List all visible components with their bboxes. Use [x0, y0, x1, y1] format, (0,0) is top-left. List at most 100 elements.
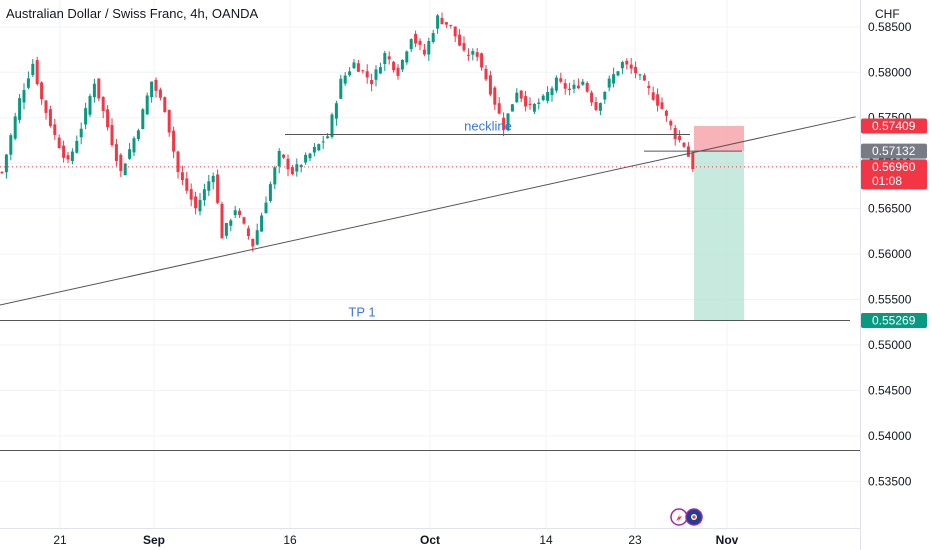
candle-body[interactable]	[264, 202, 268, 214]
candle-body[interactable]	[185, 178, 189, 191]
candle-body[interactable]	[365, 71, 369, 78]
candle-body[interactable]	[405, 51, 409, 63]
candle-body[interactable]	[576, 85, 580, 89]
candle-body[interactable]	[339, 78, 343, 99]
candle-body[interactable]	[114, 144, 118, 162]
candle-body[interactable]	[158, 89, 162, 98]
candle-body[interactable]	[106, 109, 110, 128]
candle-body[interactable]	[458, 34, 462, 46]
candle-body[interactable]	[647, 85, 651, 89]
candle-body[interactable]	[568, 88, 572, 90]
candle-body[interactable]	[75, 140, 79, 153]
ascending-trendline[interactable]	[0, 116, 856, 306]
candle-body[interactable]	[286, 158, 290, 170]
candle-body[interactable]	[563, 83, 567, 89]
candle-body[interactable]	[48, 109, 52, 126]
candle-body[interactable]	[488, 75, 492, 95]
candle-body[interactable]	[180, 172, 184, 181]
candle-body[interactable]	[634, 66, 638, 74]
candle-body[interactable]	[13, 116, 17, 139]
candle-body[interactable]	[44, 100, 48, 113]
candle-body[interactable]	[282, 154, 286, 158]
candle-body[interactable]	[603, 91, 607, 100]
candle-body[interactable]	[590, 92, 594, 103]
candle-body[interactable]	[189, 189, 193, 200]
candle-body[interactable]	[136, 130, 140, 140]
candle-body[interactable]	[163, 97, 167, 113]
candle-body[interactable]	[92, 83, 96, 98]
candle-body[interactable]	[612, 74, 616, 84]
candle-body[interactable]	[26, 78, 30, 88]
candle-body[interactable]	[110, 124, 114, 146]
candle-body[interactable]	[348, 71, 352, 76]
candle-body[interactable]	[541, 95, 545, 101]
candle-body[interactable]	[198, 200, 202, 212]
candle-body[interactable]	[585, 82, 589, 92]
candle-body[interactable]	[387, 56, 391, 60]
candle-body[interactable]	[119, 154, 123, 171]
candle-body[interactable]	[660, 102, 664, 109]
candle-body[interactable]	[290, 167, 294, 175]
candle-body[interactable]	[220, 203, 224, 239]
candle-body[interactable]	[128, 149, 132, 159]
candle-body[interactable]	[669, 120, 673, 126]
candle-body[interactable]	[431, 33, 435, 42]
candle-body[interactable]	[304, 154, 308, 163]
candle-body[interactable]	[176, 151, 180, 173]
candle-body[interactable]	[427, 41, 431, 55]
candle-body[interactable]	[35, 60, 39, 85]
candle-body[interactable]	[97, 78, 101, 99]
candle-body[interactable]	[620, 62, 624, 69]
candle-body[interactable]	[396, 67, 400, 76]
candle-body[interactable]	[502, 117, 506, 130]
candle-body[interactable]	[607, 78, 611, 88]
candle-body[interactable]	[123, 163, 127, 176]
candle-body[interactable]	[506, 113, 510, 130]
candle-body[interactable]	[546, 92, 550, 101]
candle-body[interactable]	[66, 155, 70, 160]
candle-body[interactable]	[598, 103, 602, 111]
australia-flag-icon[interactable]	[685, 508, 703, 526]
candle-body[interactable]	[462, 43, 466, 51]
candle-body[interactable]	[471, 51, 475, 55]
candle-body[interactable]	[154, 79, 158, 91]
candle-body[interactable]	[651, 92, 655, 100]
candle-body[interactable]	[466, 54, 470, 56]
candle-body[interactable]	[88, 96, 92, 115]
candle-body[interactable]	[229, 220, 233, 226]
candle-body[interactable]	[678, 135, 682, 141]
candle-body[interactable]	[211, 175, 215, 183]
candle-body[interactable]	[409, 39, 413, 50]
candle-body[interactable]	[70, 151, 74, 162]
candle-body[interactable]	[554, 77, 558, 91]
candle-body[interactable]	[317, 144, 321, 151]
current-price-label-badge[interactable]	[861, 159, 927, 190]
candle-body[interactable]	[673, 128, 677, 140]
candle-body[interactable]	[642, 75, 646, 81]
candle-body[interactable]	[444, 22, 448, 25]
candle-body[interactable]	[392, 61, 396, 71]
candle-body[interactable]	[334, 103, 338, 119]
candle-body[interactable]	[493, 87, 497, 105]
candle-body[interactable]	[356, 63, 360, 72]
candle-body[interactable]	[638, 74, 642, 76]
candle-body[interactable]	[260, 215, 264, 232]
candle-body[interactable]	[497, 103, 501, 114]
candle-body[interactable]	[216, 174, 220, 203]
candle-body[interactable]	[299, 165, 303, 168]
candle-body[interactable]	[378, 67, 382, 74]
candle-body[interactable]	[383, 53, 387, 65]
candle-body[interactable]	[422, 49, 426, 55]
take-profit-zone[interactable]	[694, 151, 744, 321]
candle-body[interactable]	[691, 153, 695, 170]
candle-body[interactable]	[550, 88, 554, 96]
candle-body[interactable]	[374, 69, 378, 80]
candle-body[interactable]	[224, 223, 228, 236]
candle-body[interactable]	[101, 96, 105, 111]
candle-body[interactable]	[436, 15, 440, 29]
candle-body[interactable]	[172, 130, 176, 152]
candle-body[interactable]	[0, 171, 4, 173]
candle-body[interactable]	[510, 104, 514, 112]
candle-body[interactable]	[581, 81, 585, 85]
